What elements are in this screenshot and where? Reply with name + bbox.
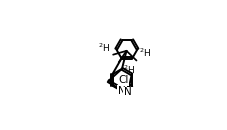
Text: $^{2}$H: $^{2}$H [122,63,134,76]
Text: $^{2}$H: $^{2}$H [98,41,110,54]
Text: $^{2}$H: $^{2}$H [139,47,151,60]
Text: Cl: Cl [118,75,128,85]
Text: N: N [123,87,131,98]
Text: N: N [118,86,125,96]
